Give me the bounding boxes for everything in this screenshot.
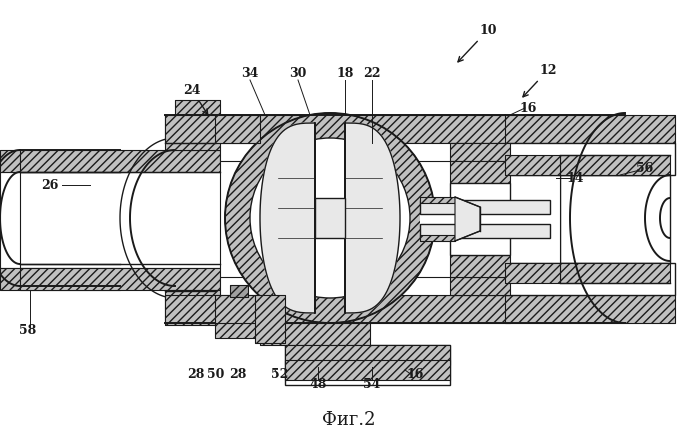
Text: 30: 30 bbox=[289, 67, 307, 79]
Text: 34: 34 bbox=[241, 67, 259, 79]
Text: 14: 14 bbox=[566, 171, 584, 184]
Bar bbox=[450, 277, 510, 295]
Bar bbox=[505, 263, 560, 283]
Bar bbox=[255, 295, 285, 343]
Ellipse shape bbox=[225, 113, 435, 323]
Bar bbox=[450, 143, 510, 161]
Text: 16: 16 bbox=[519, 102, 537, 115]
Polygon shape bbox=[455, 197, 480, 241]
Bar bbox=[165, 115, 235, 150]
Bar bbox=[165, 295, 510, 323]
Bar bbox=[450, 161, 510, 183]
Bar bbox=[450, 161, 510, 183]
Bar bbox=[0, 172, 120, 268]
Bar bbox=[0, 268, 120, 290]
Bar bbox=[285, 345, 450, 365]
Bar bbox=[215, 323, 260, 338]
Bar bbox=[165, 115, 235, 150]
Bar bbox=[215, 323, 260, 338]
Bar bbox=[505, 175, 560, 263]
Bar bbox=[450, 255, 510, 277]
Text: 28: 28 bbox=[229, 368, 247, 382]
Bar bbox=[230, 285, 248, 297]
Bar bbox=[450, 255, 510, 277]
Bar bbox=[175, 100, 220, 118]
Bar bbox=[20, 268, 220, 290]
Bar bbox=[255, 295, 285, 343]
Text: 28: 28 bbox=[187, 368, 205, 382]
Bar bbox=[505, 155, 560, 175]
Text: 58: 58 bbox=[20, 324, 36, 337]
Bar bbox=[20, 268, 220, 290]
Bar bbox=[560, 175, 670, 263]
Bar bbox=[215, 115, 260, 143]
Bar bbox=[560, 155, 670, 175]
Bar bbox=[215, 295, 260, 325]
Bar bbox=[175, 100, 220, 118]
Bar bbox=[215, 115, 260, 143]
Bar bbox=[420, 200, 550, 214]
Bar bbox=[505, 295, 675, 323]
Bar bbox=[260, 323, 370, 345]
Bar bbox=[315, 198, 345, 238]
Bar bbox=[285, 345, 450, 385]
Bar bbox=[450, 277, 510, 295]
Bar bbox=[165, 295, 510, 323]
Bar bbox=[20, 150, 220, 172]
Bar bbox=[560, 155, 670, 175]
Bar bbox=[260, 323, 370, 345]
Ellipse shape bbox=[250, 138, 410, 298]
Text: 26: 26 bbox=[41, 178, 59, 191]
Bar bbox=[165, 115, 510, 143]
Bar bbox=[0, 150, 120, 172]
Bar bbox=[20, 150, 220, 172]
Text: 10: 10 bbox=[458, 24, 497, 62]
Polygon shape bbox=[420, 235, 455, 241]
Text: 50: 50 bbox=[208, 368, 224, 382]
Text: 52: 52 bbox=[271, 368, 289, 382]
Text: 12: 12 bbox=[523, 64, 556, 97]
Text: 22: 22 bbox=[363, 67, 381, 79]
Polygon shape bbox=[260, 123, 315, 313]
Bar bbox=[220, 143, 505, 161]
Polygon shape bbox=[420, 197, 455, 203]
Text: Фиг.2: Фиг.2 bbox=[322, 411, 376, 429]
Bar bbox=[505, 115, 675, 143]
Bar bbox=[20, 172, 220, 268]
Bar bbox=[230, 285, 248, 297]
Bar bbox=[450, 143, 510, 161]
Bar bbox=[560, 263, 670, 283]
Text: 54: 54 bbox=[363, 378, 381, 391]
Bar bbox=[285, 360, 450, 380]
Bar bbox=[165, 290, 235, 325]
Bar bbox=[505, 263, 560, 283]
Bar bbox=[165, 290, 235, 325]
Text: 16: 16 bbox=[406, 368, 424, 382]
Bar bbox=[165, 115, 510, 143]
Bar bbox=[285, 345, 450, 365]
Bar bbox=[285, 360, 450, 380]
Bar bbox=[220, 277, 505, 295]
Text: 48: 48 bbox=[310, 378, 326, 391]
Bar bbox=[450, 183, 510, 255]
Bar bbox=[420, 224, 550, 238]
Bar bbox=[505, 155, 560, 175]
Bar bbox=[505, 115, 675, 143]
Bar bbox=[505, 143, 675, 175]
Bar bbox=[420, 214, 550, 224]
Text: 24: 24 bbox=[183, 84, 208, 114]
Polygon shape bbox=[345, 123, 400, 313]
Text: 18: 18 bbox=[336, 67, 354, 79]
Bar bbox=[560, 263, 670, 283]
Bar bbox=[0, 150, 120, 172]
Bar bbox=[215, 295, 260, 325]
Bar bbox=[505, 295, 675, 323]
Bar bbox=[0, 268, 120, 290]
Bar bbox=[505, 263, 675, 295]
Text: 56: 56 bbox=[636, 161, 654, 174]
